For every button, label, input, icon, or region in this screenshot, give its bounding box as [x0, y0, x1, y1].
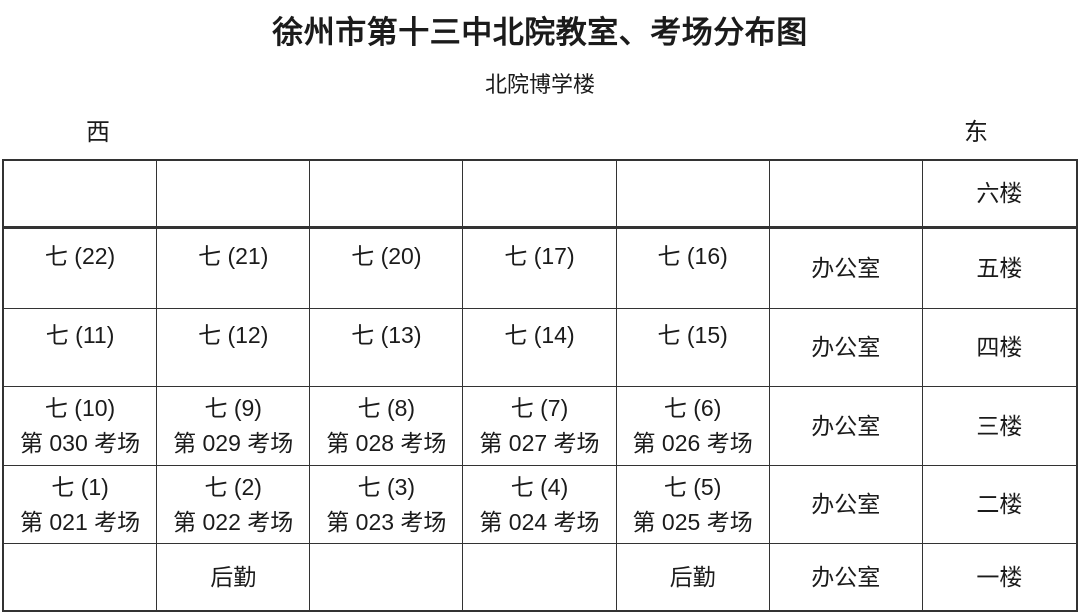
classroom-label: 七 (15): [657, 322, 728, 348]
logistics-cell-east: 后勤: [617, 544, 770, 610]
cell-text: 四楼: [976, 334, 1023, 360]
cell-text: 三楼: [976, 412, 1023, 439]
classroom-label: 七 (5): [663, 473, 722, 500]
classroom-7-21: 七 (21): [157, 229, 311, 309]
empty-cell: [463, 544, 617, 610]
classroom-label: 七 (3): [357, 473, 416, 500]
office-label: 办公室: [811, 412, 881, 439]
classroom-7-7-exam-027: 七 (7) 第 027 考场: [463, 387, 617, 466]
office-label: 办公室: [811, 563, 881, 590]
classroom-label: 七 (1): [51, 473, 109, 500]
empty-cell: [463, 161, 617, 229]
classroom-label: 七 (16): [657, 243, 728, 269]
exam-room-label: 第 021 考场: [19, 508, 141, 535]
classroom-label: 七 (14): [504, 322, 575, 348]
classroom-7-13: 七 (13): [310, 309, 464, 387]
empty-cell: [4, 544, 158, 610]
exam-room-label: 第 024 考场: [479, 508, 600, 535]
exam-room-label: 第 030 考场: [19, 430, 141, 456]
floor-label-1f: 一楼: [923, 544, 1076, 610]
direction-east-label: 东: [964, 120, 988, 146]
classroom-label: 七 (10): [44, 395, 116, 421]
exam-room-label: 第 026 考场: [632, 430, 753, 456]
office-cell-4f: 办公室: [769, 309, 923, 387]
direction-labels: 西 东: [0, 118, 1080, 148]
exam-room-label: 第 025 考场: [632, 508, 753, 535]
office-cell-5f: 办公室: [769, 229, 923, 309]
classroom-label: 七 (8): [357, 395, 416, 421]
exam-room-label: 第 022 考场: [173, 508, 294, 535]
floor-label-6f: 六楼: [922, 161, 1076, 229]
office-cell-1f: 办公室: [770, 544, 923, 610]
direction-west-label: 西: [86, 120, 110, 146]
empty-cell: [310, 161, 464, 229]
exam-room-label: 第 029 考场: [173, 430, 294, 456]
classroom-label: 七 (6): [663, 395, 722, 421]
logistics-label: 后勤: [669, 563, 716, 590]
building-subtitle: 北院博学楼: [484, 72, 595, 97]
exam-room-label: 第 023 考场: [326, 508, 447, 535]
office-cell-3f: 办公室: [769, 387, 923, 466]
classroom-7-16: 七 (16): [616, 229, 770, 309]
classroom-label: 七 (11): [45, 322, 115, 348]
classroom-label: 七 (13): [351, 322, 422, 348]
classroom-label: 七 (7): [510, 395, 569, 421]
classroom-7-2-exam-022: 七 (2) 第 022 考场: [157, 466, 311, 544]
classroom-7-5-exam-025: 七 (5) 第 025 考场: [616, 466, 770, 544]
classroom-7-22: 七 (22): [4, 229, 158, 309]
classroom-7-14: 七 (14): [463, 309, 617, 387]
classroom-7-6-exam-026: 七 (6) 第 026 考场: [616, 387, 770, 466]
classroom-label: 七 (9): [204, 395, 262, 421]
classroom-label: 七 (4): [510, 473, 569, 500]
cell-text: 一楼: [976, 563, 1023, 590]
floor-label-3f: 三楼: [922, 387, 1076, 466]
page-title: 徐州市第十三中北院教室、考场分布图: [272, 15, 808, 50]
office-label: 办公室: [811, 491, 881, 517]
empty-cell: [310, 544, 464, 610]
classroom-label: 七 (17): [504, 243, 575, 269]
logistics-label: 后勤: [210, 563, 257, 590]
classroom-7-15: 七 (15): [616, 309, 770, 387]
cell-text: 六楼: [976, 180, 1023, 206]
exam-room-label: 第 028 考场: [326, 430, 447, 456]
classroom-label: 七 (22): [44, 243, 116, 269]
empty-cell: [616, 161, 770, 229]
classroom-7-10-exam-030: 七 (10) 第 030 考场: [4, 387, 158, 466]
empty-cell: [4, 161, 158, 229]
empty-cell: [769, 161, 923, 229]
classroom-label: 七 (12): [198, 322, 269, 348]
classroom-7-12: 七 (12): [157, 309, 311, 387]
classroom-7-1-exam-021: 七 (1) 第 021 考场: [4, 466, 158, 544]
classroom-7-11: 七 (11): [4, 309, 158, 387]
floor-label-2f: 二楼: [922, 466, 1076, 544]
cell-text: 五楼: [976, 255, 1023, 281]
classroom-7-20: 七 (20): [310, 229, 464, 309]
cell-text: 二楼: [976, 491, 1023, 517]
floor-plan-table: 六楼 七 (22) 七 (21) 七 (20) 七 (17) 七 (16) 办公…: [2, 159, 1078, 612]
floor-label-5f: 五楼: [922, 229, 1076, 309]
classroom-7-8-exam-028: 七 (8) 第 028 考场: [310, 387, 464, 466]
classroom-label: 七 (2): [204, 473, 262, 500]
logistics-cell-west: 后勤: [157, 544, 311, 610]
classroom-7-4-exam-024: 七 (4) 第 024 考场: [463, 466, 617, 544]
office-label: 办公室: [811, 334, 881, 360]
exam-room-label: 第 027 考场: [479, 430, 600, 456]
classroom-7-3-exam-023: 七 (3) 第 023 考场: [310, 466, 464, 544]
empty-cell: [157, 161, 311, 229]
floor-label-4f: 四楼: [922, 309, 1076, 387]
office-label: 办公室: [811, 255, 881, 281]
classroom-label: 七 (20): [351, 243, 422, 269]
office-cell-2f: 办公室: [769, 466, 923, 544]
classroom-7-17: 七 (17): [463, 229, 617, 309]
classroom-7-9-exam-029: 七 (9) 第 029 考场: [157, 387, 311, 466]
classroom-label: 七 (21): [198, 243, 269, 269]
